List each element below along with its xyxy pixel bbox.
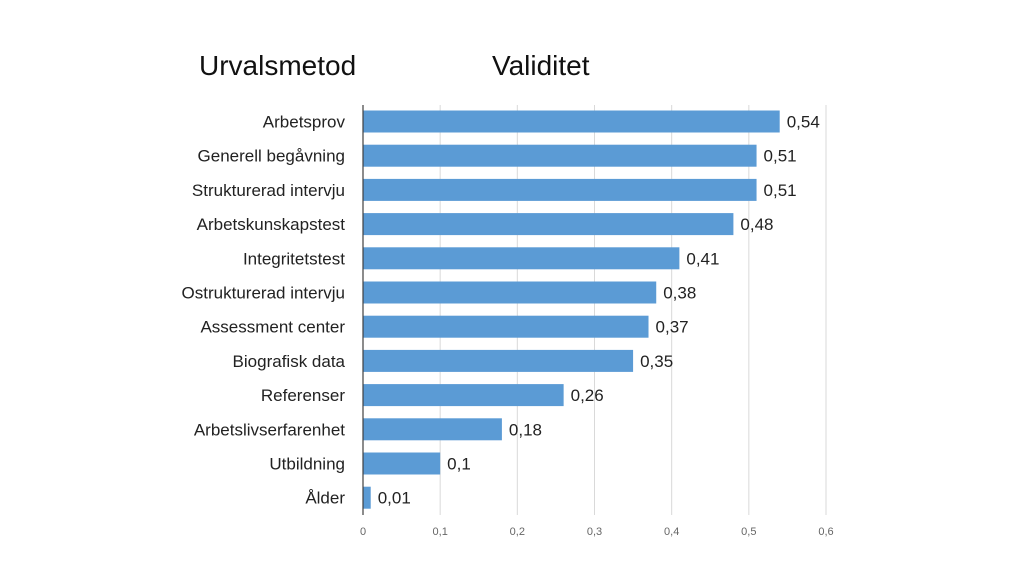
bar xyxy=(363,315,649,338)
value-label: 0,26 xyxy=(571,386,604,405)
value-label: 0,48 xyxy=(740,215,773,234)
bar xyxy=(363,178,757,201)
category-label: Strukturerad intervju xyxy=(192,181,345,200)
bar xyxy=(363,452,441,475)
value-label: 0,01 xyxy=(378,489,411,508)
category-label: Arbetsprov xyxy=(263,113,346,132)
category-label: Integritetstest xyxy=(243,249,345,268)
value-label: 0,37 xyxy=(656,318,689,337)
category-label: Biografisk data xyxy=(233,352,346,371)
category-label: Utbildning xyxy=(269,455,345,474)
x-tick-labels: 0 0,1 0,2 0,3 0,4 0,5 0,6 xyxy=(360,526,834,538)
bar xyxy=(363,418,502,441)
bars xyxy=(363,110,780,509)
bar xyxy=(363,144,757,167)
category-labels: Arbetsprov Generell begåvning Strukturerad… xyxy=(182,113,346,508)
bar xyxy=(363,110,780,133)
x-tick-label: 0,2 xyxy=(510,526,525,538)
value-label: 0,35 xyxy=(640,352,673,371)
category-label: Ålder xyxy=(305,489,345,508)
value-label: 0,51 xyxy=(764,181,797,200)
x-tick-label: 0,4 xyxy=(664,526,679,538)
value-column-heading: Validitet xyxy=(492,50,590,81)
bar xyxy=(363,349,634,372)
value-label: 0,54 xyxy=(787,113,820,132)
category-label: Arbetslivserfarenhet xyxy=(194,420,345,439)
x-tick-label: 0,6 xyxy=(818,526,833,538)
category-label: Assessment center xyxy=(200,318,345,337)
bar xyxy=(363,486,371,509)
value-label: 0,18 xyxy=(509,420,542,439)
value-label: 0,1 xyxy=(447,455,471,474)
value-label: 0,51 xyxy=(764,147,797,166)
gridlines xyxy=(439,105,827,515)
bar xyxy=(363,384,564,407)
category-label: Ostrukturerad intervju xyxy=(182,284,345,303)
value-labels: 0,54 0,51 0,51 0,48 0,41 0,38 0,37 0,35 0,26 0,18… xyxy=(378,113,820,508)
x-tick-label: 0,3 xyxy=(587,526,602,538)
bar xyxy=(363,247,680,270)
category-column-heading: Urvalsmetod xyxy=(199,50,357,81)
bar xyxy=(363,281,657,304)
category-label: Arbetskunskapstest xyxy=(197,215,346,234)
category-label: Referenser xyxy=(261,386,345,405)
x-tick-label: 0,1 xyxy=(433,526,448,538)
value-label: 0,41 xyxy=(686,249,719,268)
bar xyxy=(363,213,734,236)
x-tick-label: 0,5 xyxy=(741,526,756,538)
x-tick-label: 0 xyxy=(360,526,366,538)
value-label: 0,38 xyxy=(663,284,696,303)
category-label: Generell begåvning xyxy=(198,147,345,166)
